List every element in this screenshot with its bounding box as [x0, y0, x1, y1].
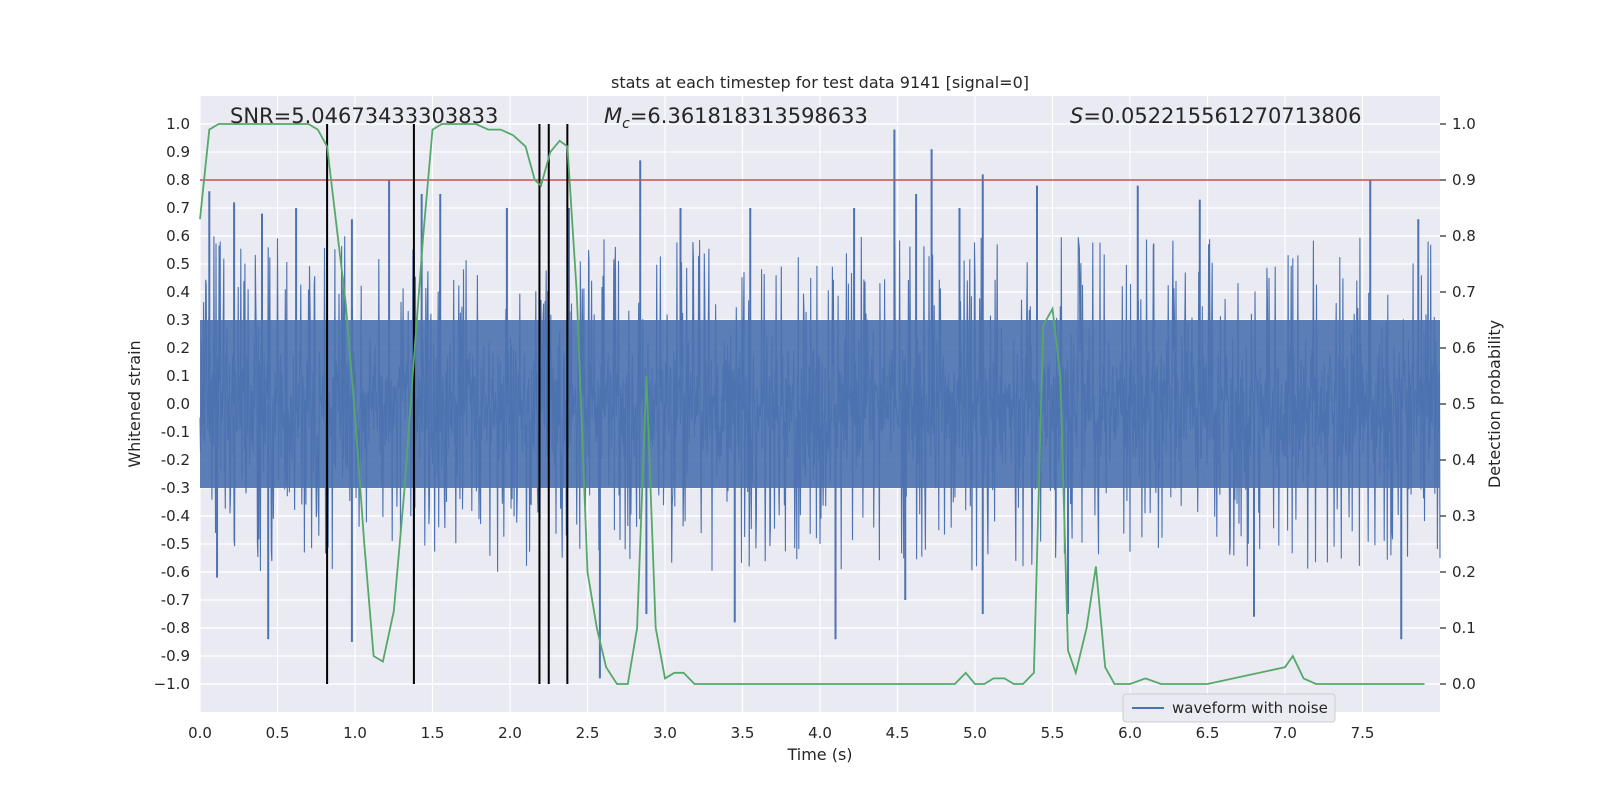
mc-subscript: c [622, 116, 630, 132]
y-tick-label: 0.2 [166, 339, 190, 357]
y-tick-label: -0.5 [161, 535, 190, 553]
snr-annotation: SNR=5.04673433303833 [230, 104, 498, 128]
chart-title: stats at each timestep for test data 914… [611, 73, 1029, 92]
y-tick-label: -0.8 [161, 619, 190, 637]
y-tick-label: -0.4 [161, 507, 190, 525]
mc-annotation: Mc=6.361818313598633 [604, 104, 868, 132]
legend: waveform with noise [1122, 693, 1336, 723]
y2-tick-label: 0.0 [1452, 675, 1476, 693]
x-tick-label: 1.5 [421, 724, 445, 742]
x-axis-label: Time (s) [786, 745, 852, 764]
y2-tick-label: 0.7 [1452, 283, 1476, 301]
event-vlines [326, 124, 569, 684]
y-tick-label: -0.9 [161, 647, 190, 665]
y-tick-label: 0.8 [166, 171, 190, 189]
y-tick-label: 0.5 [166, 255, 190, 273]
legend-box [1122, 693, 1336, 723]
x-tick-label: 5.5 [1041, 724, 1065, 742]
y2-tick-label: 0.4 [1452, 451, 1476, 469]
x-tick-label: 7.5 [1351, 724, 1375, 742]
x-tick-label: 4.0 [808, 724, 832, 742]
y2-tick-label: 1.0 [1452, 115, 1476, 133]
y-tick-label: 1.0 [166, 115, 190, 133]
x-tick-label: 6.5 [1196, 724, 1220, 742]
y-tick-label: 0.6 [166, 227, 190, 245]
y-tick-label: -0.1 [161, 423, 190, 441]
mc-symbol: M [604, 104, 622, 128]
y2-tick-label: 0.9 [1452, 171, 1476, 189]
y2-ticks: 1.0 0.9 0.8 0.7 0.6 0.5 0.4 0.3 0.2 0.1 0.0 [1440, 115, 1476, 693]
y-tick-label: -0.6 [161, 563, 190, 581]
y-tick-label: -0.7 [161, 591, 190, 609]
x-tick-label: 2.0 [498, 724, 522, 742]
y-tick-label: -0.2 [161, 451, 190, 469]
x-tick-label: 3.5 [731, 724, 755, 742]
y-tick-label: 0.3 [166, 311, 190, 329]
x-tick-label: 0.5 [266, 724, 290, 742]
y2-tick-label: 0.1 [1452, 619, 1476, 637]
x-tick-label: 5.0 [963, 724, 987, 742]
s-symbol: S [1070, 104, 1083, 128]
x-tick-label: 2.5 [576, 724, 600, 742]
y-tick-label: 0.1 [166, 367, 190, 385]
y2-tick-label: 0.6 [1452, 339, 1476, 357]
detection-probability-line [199, 123, 1425, 685]
s-annotation: S=0.052215561270713806 [1070, 104, 1361, 128]
y2-tick-label: 0.8 [1452, 227, 1476, 245]
x-tick-label: 6.0 [1118, 724, 1142, 742]
y-tick-label: -0.3 [161, 479, 190, 497]
x-ticks: 0.0 0.5 1.0 1.5 2.0 2.5 3.0 3.5 4.0 4.5 5.0 5.5 6.0 6… [188, 724, 1374, 742]
x-tick-label: 1.0 [343, 724, 367, 742]
legend-label: waveform with noise [1172, 699, 1328, 717]
mc-value: =6.361818313598633 [630, 104, 868, 128]
x-tick-label: 4.5 [886, 724, 910, 742]
y2-axis-label: Detection probability [1485, 320, 1504, 488]
y-tick-label: 0.4 [166, 283, 190, 301]
y2-tick-label: 0.2 [1452, 563, 1476, 581]
y2-tick-label: 0.3 [1452, 507, 1476, 525]
s-value: =0.052215561270713806 [1083, 104, 1361, 128]
y-tick-label: −1.0 [154, 675, 190, 693]
x-tick-label: 0.0 [188, 724, 212, 742]
x-tick-label: 3.0 [653, 724, 677, 742]
y-tick-label: 0.7 [166, 199, 190, 217]
y-axis-label: Whitened strain [125, 340, 144, 467]
y-tick-label: 0.0 [166, 395, 190, 413]
y-ticks: 1.0 0.9 0.8 0.7 0.6 0.5 0.4 0.3 0.2 0.1 0.0 -0.1 -0.… [154, 115, 190, 693]
y-tick-label: 0.9 [166, 143, 190, 161]
x-tick-label: 7.0 [1273, 724, 1297, 742]
y2-tick-label: 0.5 [1452, 395, 1476, 413]
